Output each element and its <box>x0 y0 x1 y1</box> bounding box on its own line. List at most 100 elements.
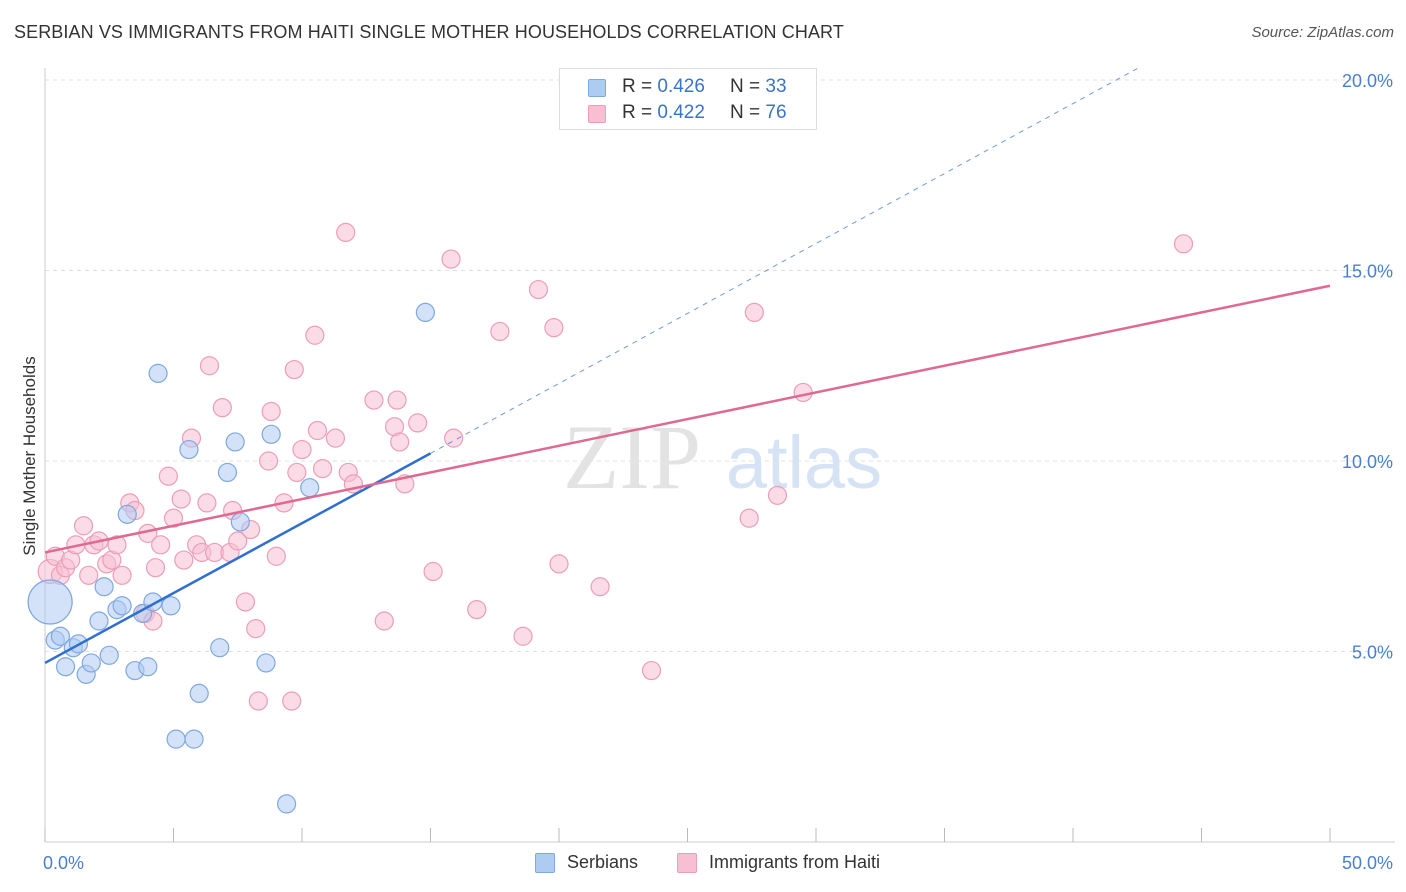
legend-r-label: R = <box>622 76 653 97</box>
haiti-point <box>441 249 461 269</box>
serbians-point <box>117 504 137 524</box>
legend-r-label: R = <box>622 102 653 123</box>
haiti-point <box>112 565 132 585</box>
serbians-point <box>50 626 71 646</box>
serbians-point <box>89 611 109 631</box>
haiti-point <box>266 546 286 566</box>
serbians-point <box>55 657 76 677</box>
watermark: ZIP atlas <box>563 406 882 508</box>
haiti-point <box>641 660 662 681</box>
serbians-point <box>276 794 297 814</box>
haiti-point <box>171 489 191 509</box>
haiti-point <box>261 401 281 422</box>
haiti-point <box>246 619 266 639</box>
y-tick-label: 20.0% <box>1342 71 1393 91</box>
haiti-point <box>408 413 428 433</box>
haiti-point <box>549 554 569 574</box>
serbians-point <box>161 596 181 616</box>
legend-swatch-serbians <box>535 853 555 873</box>
haiti-point <box>312 459 333 479</box>
haiti-point <box>528 279 549 300</box>
haiti-point <box>423 561 443 582</box>
y-tick-label: 10.0% <box>1342 452 1393 472</box>
source-label: Source: ZipAtlas.com <box>1251 24 1394 41</box>
haiti-point <box>248 691 268 711</box>
grid-layer <box>45 79 1395 652</box>
serbians-point <box>112 596 132 616</box>
haiti-point <box>364 390 384 410</box>
haiti-point <box>145 558 166 578</box>
serbians-point <box>166 729 186 749</box>
serbians-point <box>179 439 199 460</box>
y-tick-label: 5.0% <box>1352 643 1393 663</box>
points-layer <box>27 222 1194 814</box>
haiti-point <box>282 691 302 711</box>
legend-stats: R = 0.426 N = 33 R = 0.422 N = 76 <box>559 68 817 130</box>
serbians-point <box>148 363 168 383</box>
haiti-point <box>513 626 533 646</box>
serbians-point <box>94 577 114 597</box>
haiti-point <box>490 321 510 342</box>
serbians-trend-extension <box>430 68 1138 454</box>
haiti-point <box>292 439 312 460</box>
haiti-point <box>235 592 256 612</box>
legend-swatch-haiti <box>588 105 606 123</box>
haiti-point <box>374 611 394 631</box>
haiti-point <box>744 302 764 323</box>
y-tick-label: 15.0% <box>1342 262 1393 282</box>
serbians-point <box>184 729 204 749</box>
haiti-point <box>467 599 487 620</box>
serbians-point <box>138 657 158 677</box>
legend-swatch-serbians <box>588 79 606 97</box>
haiti-point <box>767 485 788 505</box>
trend-layer <box>44 68 1331 665</box>
axis-layer <box>44 68 1395 843</box>
haiti-point <box>79 565 99 585</box>
x-tick-label: 50.0% <box>1342 853 1393 873</box>
haiti-point <box>212 398 232 418</box>
legend-n-label: N = <box>730 102 761 123</box>
haiti-trend-line <box>44 284 1331 554</box>
serbians-point <box>225 432 245 452</box>
chart-title: SERBIAN VS IMMIGRANTS FROM HAITI SINGLE … <box>14 22 844 42</box>
legend-label-haiti: Immigrants from Haiti <box>709 852 881 872</box>
haiti-point <box>739 508 759 528</box>
haiti-point <box>336 222 356 242</box>
serbians-point <box>261 424 281 444</box>
haiti-point <box>590 577 610 597</box>
serbians-point <box>230 512 250 532</box>
legend-label-serbians: Serbians <box>567 852 639 872</box>
haiti-point <box>197 493 217 513</box>
haiti-point <box>325 428 346 448</box>
legend-n-value: 76 <box>765 102 787 123</box>
haiti-point <box>387 390 407 410</box>
haiti-point <box>228 531 248 551</box>
haiti-point <box>284 359 304 380</box>
haiti-point <box>258 451 279 471</box>
haiti-point <box>390 432 410 452</box>
legend-swatch-haiti <box>677 853 697 873</box>
haiti-point <box>107 535 127 555</box>
haiti-point <box>305 325 325 345</box>
serbians-point <box>189 683 209 704</box>
watermark-atlas: atlas <box>726 421 882 504</box>
haiti-point <box>287 462 307 483</box>
x-tick-label: 0.0% <box>43 853 84 873</box>
haiti-point <box>793 382 813 403</box>
haiti-point <box>174 550 194 570</box>
serbians-point <box>81 653 101 673</box>
serbians-point <box>99 645 119 665</box>
haiti-point <box>158 466 178 486</box>
haiti-point <box>199 356 220 376</box>
legend-n-label: N = <box>730 76 761 97</box>
legend-n-value: 33 <box>765 76 787 97</box>
serbians-point <box>256 653 276 673</box>
legend-r-value: 0.422 <box>657 102 705 123</box>
serbians-trend-line <box>44 452 432 665</box>
legend-r-value: 0.426 <box>657 76 705 97</box>
serbians-point <box>217 462 238 483</box>
haiti-point <box>73 516 94 536</box>
haiti-point <box>151 535 171 555</box>
haiti-point <box>444 428 464 448</box>
serbians-point <box>300 478 320 498</box>
